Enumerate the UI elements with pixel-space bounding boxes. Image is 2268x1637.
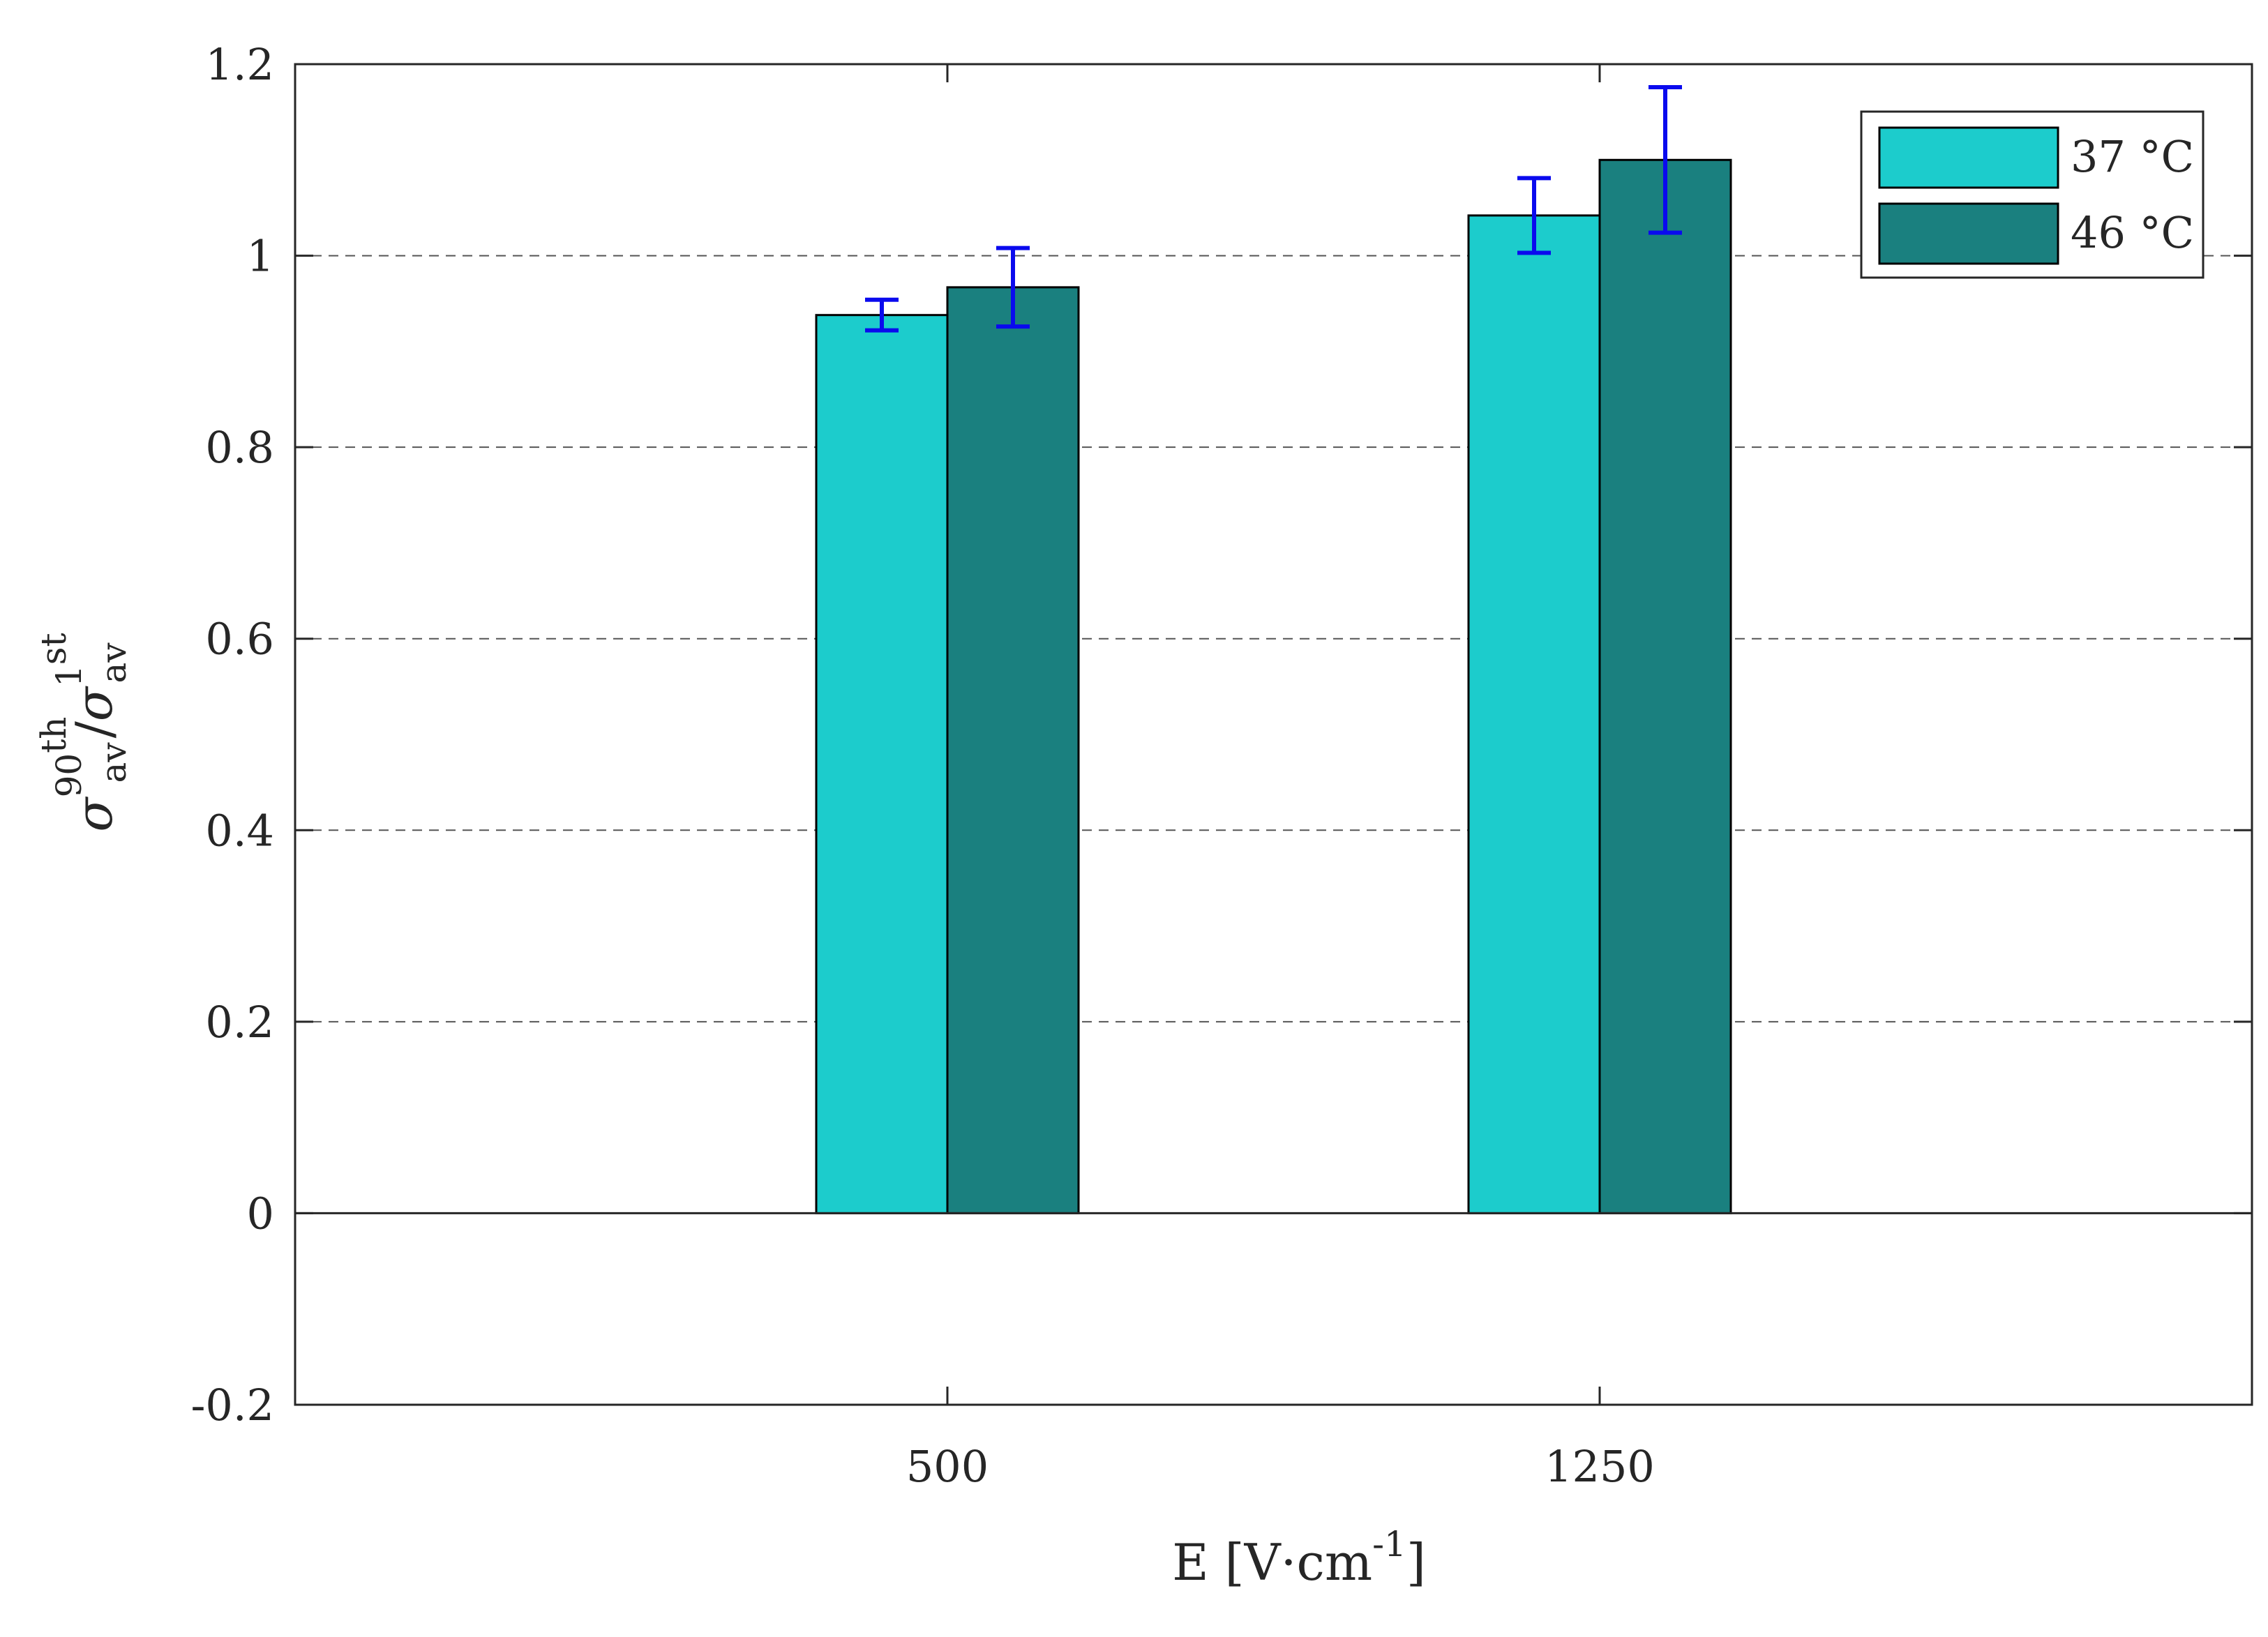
y-tick-label-3: 0.4 xyxy=(205,805,274,856)
x-axis-title: E [V·cm-1] xyxy=(1172,1524,1426,1592)
y-tick-label-0: -0.2 xyxy=(190,1380,274,1431)
y-axis-slash: / xyxy=(65,721,123,738)
y-tick-label-7: 1.2 xyxy=(205,39,274,90)
x-tick-label-1250: 1250 xyxy=(1545,1441,1655,1492)
y-axis-sup-1: 90 xyxy=(49,753,89,798)
legend-swatch-46c xyxy=(1878,202,2059,265)
y-tick-label-4: 0.6 xyxy=(205,614,274,665)
axis-layer xyxy=(294,63,2253,1406)
y-axis-title: σ90thav/σ1st av xyxy=(33,633,134,831)
bar-500-series-0 xyxy=(815,314,949,1214)
x-axis-title-base: E [V·cm xyxy=(1172,1533,1372,1592)
x-axis-title-tail: ] xyxy=(1406,1533,1426,1592)
legend: 37 °C 46 °C xyxy=(1860,110,2205,279)
y-axis-sup-1b: th xyxy=(33,716,74,753)
x-tick-label-500: 500 xyxy=(906,1441,989,1492)
bar-1250-series-1 xyxy=(1598,158,1732,1214)
legend-label-46c: 46 °C xyxy=(2071,207,2194,258)
x-axis-title-sup: -1 xyxy=(1372,1524,1406,1564)
y-tick-label-6: 1 xyxy=(247,231,274,282)
y-axis-sigma-1: σ xyxy=(65,797,123,832)
y-axis-sub-2: av xyxy=(93,642,134,684)
y-tick-label-5: 0.8 xyxy=(205,422,274,473)
tick-label-layer: -0.2 0 0.2 0.4 0.6 0.8 1 1.2 500 1250 xyxy=(190,39,1654,1492)
grid-layer xyxy=(295,255,2252,1214)
bar-500-series-1 xyxy=(946,286,1080,1214)
y-axis-sigma-2: σ xyxy=(65,686,123,721)
legend-swatch-37c xyxy=(1878,126,2059,189)
legend-label-37c: 37 °C xyxy=(2071,131,2194,182)
y-axis-sup-2: 1 xyxy=(49,665,89,687)
y-tick-label-2: 0.2 xyxy=(205,997,274,1048)
bar-layer xyxy=(815,158,1732,1214)
error-bar-layer xyxy=(865,84,1682,333)
y-axis-sub-1: av xyxy=(93,742,134,783)
y-axis-sup-2b: st xyxy=(33,633,74,665)
plot-frame xyxy=(294,63,2253,1406)
bar-1250-series-0 xyxy=(1467,214,1601,1214)
y-tick-label-1: 0 xyxy=(247,1188,274,1239)
